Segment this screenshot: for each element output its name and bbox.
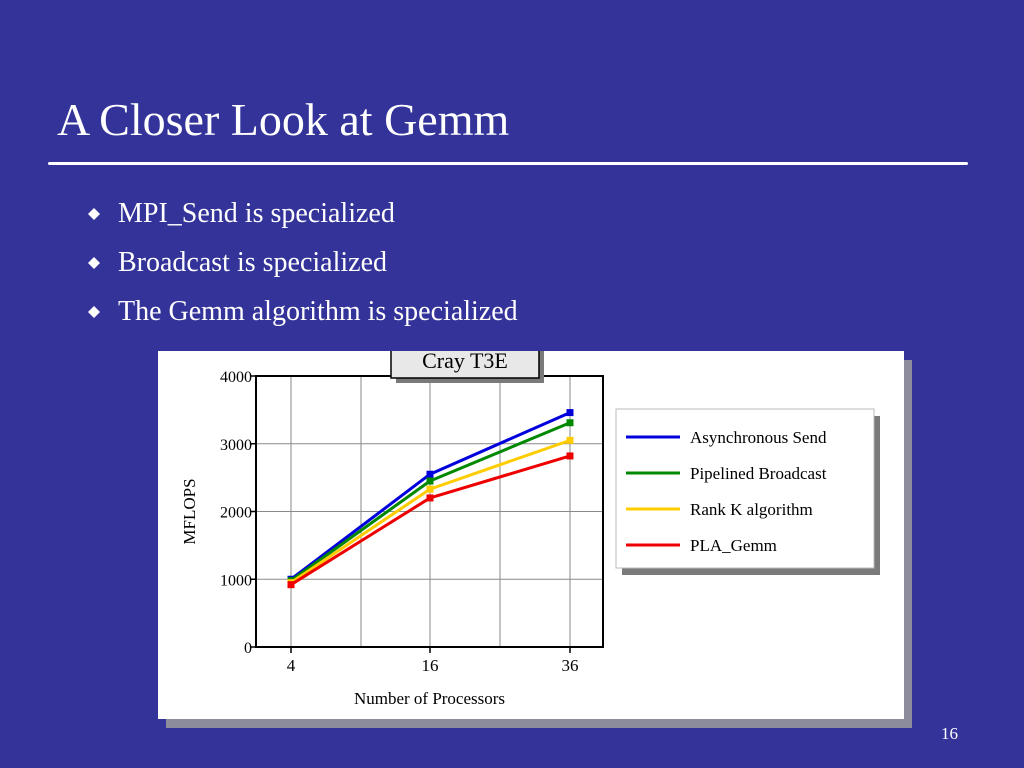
data-point xyxy=(566,409,574,417)
slide-title: A Closer Look at Gemm xyxy=(57,94,510,145)
x-tick-label: 36 xyxy=(562,656,579,675)
legend-label: PLA_Gemm xyxy=(690,536,777,555)
bullet-text: MPI_Send is specialized xyxy=(118,198,395,229)
data-point xyxy=(566,419,574,427)
data-point xyxy=(426,494,434,502)
chart-panel: 0 1000 2000 3000 4000 4 16 36 Number of Processo… xyxy=(158,351,904,719)
data-point xyxy=(566,436,574,444)
data-point xyxy=(287,581,295,589)
bullet-text: The Gemm algorithm is specialized xyxy=(118,296,518,327)
bullet-item: MPI_Send is specialized xyxy=(86,193,518,242)
data-point xyxy=(426,477,434,485)
data-point xyxy=(426,470,434,478)
data-point xyxy=(426,485,434,493)
bullet-item: The Gemm algorithm is specialized xyxy=(86,291,518,340)
data-point xyxy=(566,452,574,460)
legend-label: Pipelined Broadcast xyxy=(690,464,827,483)
x-tick-label: 4 xyxy=(287,656,296,675)
y-tick-label: 4000 xyxy=(220,369,252,386)
bullet-item: Broadcast is specialized xyxy=(86,242,518,291)
diamond-bullet-icon xyxy=(88,257,100,269)
y-tick-label: 3000 xyxy=(220,437,252,454)
chart-title-box xyxy=(390,351,540,379)
title-divider xyxy=(48,162,968,165)
y-tick-label: 0 xyxy=(244,640,252,657)
line-chart: 0 1000 2000 3000 4000 4 16 36 Number of Processo… xyxy=(180,351,880,708)
diamond-bullet-icon xyxy=(88,306,100,318)
x-tick-label: 16 xyxy=(422,656,439,675)
chart-title: Cray T3E xyxy=(422,351,508,373)
diamond-bullet-icon xyxy=(88,208,100,220)
y-tick-label: 2000 xyxy=(220,505,252,522)
legend-label: Asynchronous Send xyxy=(690,428,827,447)
y-tick-label: 1000 xyxy=(220,572,252,589)
bullet-text: Broadcast is specialized xyxy=(118,247,388,278)
page-number: 16 xyxy=(941,724,958,743)
y-axis-label: MFLOPS xyxy=(180,478,199,544)
bullet-list: MPI_Send is specialized Broadcast is spe… xyxy=(86,193,518,340)
legend-label: Rank K algorithm xyxy=(690,500,813,519)
x-axis-label: Number of Processors xyxy=(354,689,505,708)
